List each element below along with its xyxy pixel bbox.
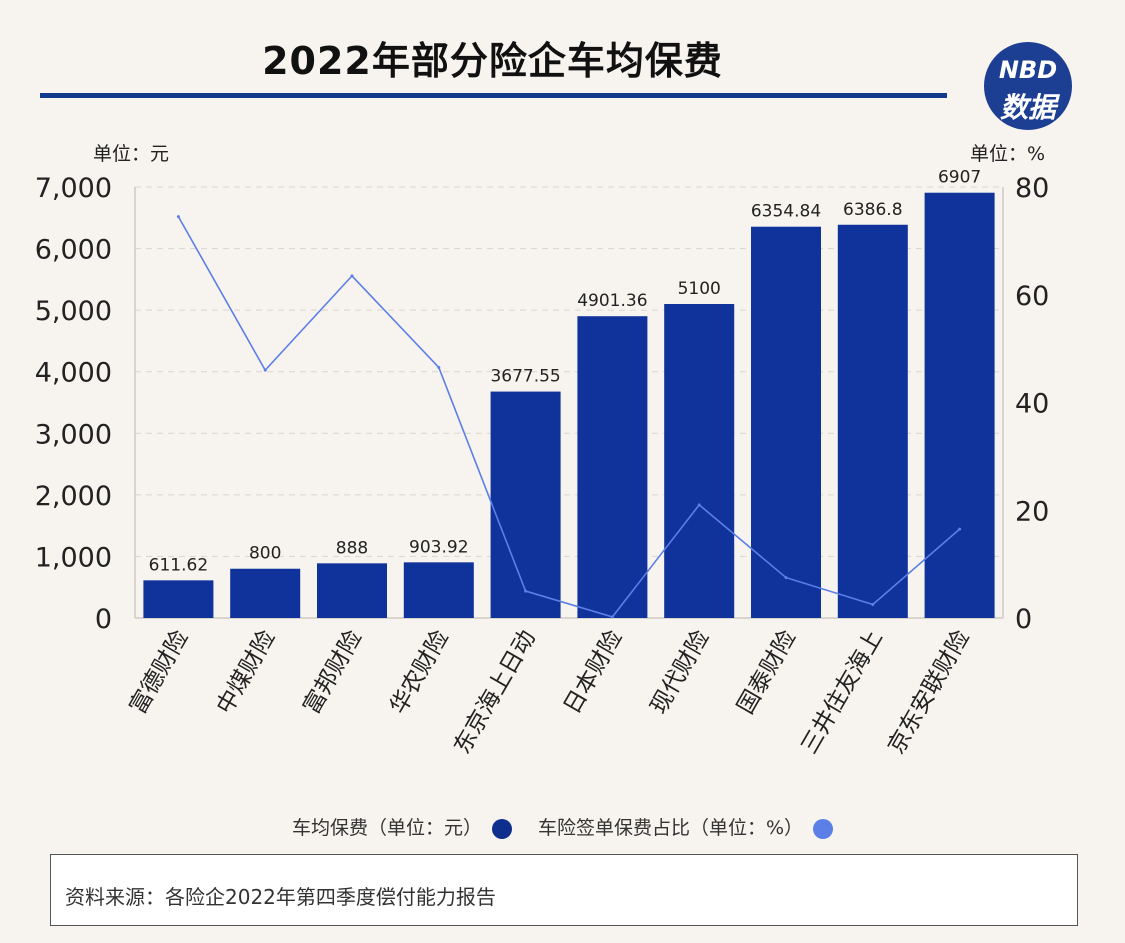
y-right-tick-label: 40 bbox=[1015, 389, 1049, 420]
legend: 车均保费（单位：元） 车险签单保费占比（单位：%） bbox=[0, 813, 1125, 840]
y-right-tick-label: 20 bbox=[1015, 496, 1049, 527]
bar-value-label: 6386.8 bbox=[843, 200, 902, 220]
bar-value-label: 800 bbox=[249, 544, 281, 564]
y-left-tick-label: 4,000 bbox=[35, 358, 112, 389]
x-tick-label: 富邦财险 bbox=[299, 626, 368, 719]
y-left-tick-label: 0 bbox=[95, 604, 112, 635]
bar bbox=[490, 391, 561, 618]
bar-value-label: 611.62 bbox=[149, 555, 208, 575]
legend-label-line: 车险签单保费占比（单位：%） bbox=[538, 817, 804, 839]
line-point bbox=[958, 527, 962, 531]
legend-item-line: 车险签单保费占比（单位：%） bbox=[538, 813, 834, 840]
y-left-tick-label: 1,000 bbox=[35, 542, 112, 573]
logo-line1: NBD bbox=[998, 56, 1058, 84]
legend-item-bar: 车均保费（单位：元） bbox=[292, 813, 512, 840]
bar-value-label: 5100 bbox=[678, 279, 721, 299]
logo-line2: 数据 bbox=[999, 91, 1056, 124]
line-point bbox=[784, 576, 788, 580]
bar-value-label: 888 bbox=[336, 538, 368, 558]
y-left-unit-label: 单位：元 bbox=[93, 143, 169, 165]
combo-chart: 单位：元 单位：% 0 1,000 2,000 3,000 4,000 5,000 6,000 7… bbox=[35, 143, 1050, 759]
bar bbox=[317, 563, 387, 618]
y-right-tick-label: 80 bbox=[1015, 173, 1049, 204]
nbd-logo: NBD 数据 bbox=[984, 42, 1072, 130]
x-tick-label: 京东安联财险 bbox=[883, 626, 975, 759]
title-underline bbox=[40, 93, 947, 98]
line-point bbox=[697, 503, 701, 507]
bar-value-label: 6907 bbox=[938, 168, 981, 188]
chart-title: 2022年部分险企车均保费 bbox=[262, 39, 723, 83]
bar bbox=[577, 316, 648, 618]
source-note: 资料来源：各险企2022年第四季度偿付能力报告 bbox=[65, 885, 496, 909]
line-point bbox=[610, 615, 614, 619]
bar bbox=[403, 562, 474, 618]
legend-dot-line bbox=[813, 818, 834, 839]
y-left-tick-label: 3,000 bbox=[35, 419, 112, 450]
x-tick-label: 富德财险 bbox=[125, 626, 194, 719]
line-point bbox=[176, 215, 180, 219]
line-point bbox=[437, 365, 441, 369]
bar bbox=[751, 226, 821, 618]
bar bbox=[664, 303, 735, 618]
y-left-tick-label: 2,000 bbox=[35, 481, 112, 512]
bar bbox=[143, 580, 214, 618]
y-left-tick-label: 6,000 bbox=[35, 235, 112, 266]
y-left-tick-label: 5,000 bbox=[35, 296, 112, 327]
y-right-tick-label: 0 bbox=[1015, 604, 1032, 635]
y-right-tick-label: 60 bbox=[1015, 281, 1049, 312]
bar-value-label: 3677.55 bbox=[490, 367, 560, 387]
y-left-tick-label: 7,000 bbox=[35, 173, 112, 204]
x-tick-label: 三井住友海上 bbox=[796, 626, 888, 759]
y-right-unit-label: 单位：% bbox=[970, 143, 1045, 165]
bar bbox=[924, 192, 995, 618]
x-tick-label: 中煤财险 bbox=[212, 626, 281, 719]
x-tick-label: 华农财险 bbox=[385, 626, 454, 719]
line-point bbox=[350, 274, 354, 278]
bar bbox=[837, 224, 908, 618]
line-point bbox=[263, 368, 267, 372]
bar-value-label: 903.92 bbox=[409, 537, 468, 557]
x-tick-label: 现代财险 bbox=[646, 626, 715, 719]
line-series bbox=[177, 216, 961, 618]
line-point bbox=[524, 589, 528, 593]
bar-value-label: 4901.36 bbox=[577, 291, 647, 311]
x-tick-label: 国泰财险 bbox=[733, 626, 802, 719]
legend-label-bar: 车均保费（单位：元） bbox=[291, 817, 482, 839]
x-tick-label: 东京海上日动 bbox=[449, 626, 541, 759]
legend-dot-bar bbox=[491, 818, 512, 839]
source-box: 资料来源：各险企2022年第四季度偿付能力报告 bbox=[50, 854, 1078, 926]
bar bbox=[230, 568, 301, 618]
bar-value-label: 6354.84 bbox=[751, 202, 821, 222]
line-point bbox=[871, 603, 875, 607]
x-tick-label: 日本财险 bbox=[559, 626, 628, 719]
